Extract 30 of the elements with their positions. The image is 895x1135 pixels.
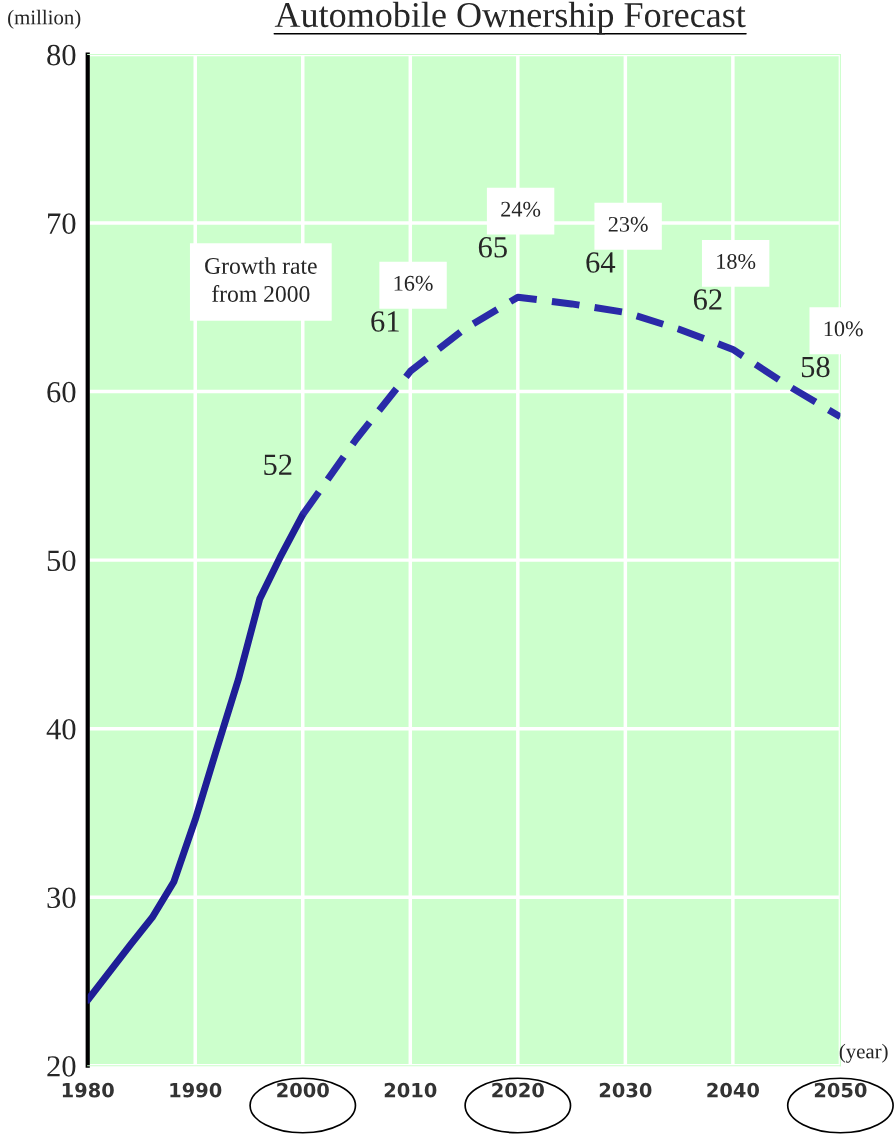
x-tick-label: 2020 [492,1082,544,1098]
y-tick-label: 70 [48,213,76,234]
x-tick-label: 1990 [170,1082,222,1098]
annotation: 16% [394,275,433,291]
x-axis-title: (year) [839,1043,888,1063]
annotation: 62 [693,289,722,310]
y-tick-label: 60 [47,381,76,403]
x-tick-label: 2000 [277,1082,329,1098]
x-tick-label: 1980 [62,1082,114,1098]
annotation: 64 [586,252,616,273]
y-axis-title: (million) [8,9,81,29]
annotation: 58 [801,356,830,378]
annotation: 23% [608,216,648,232]
annotation: 18% [717,253,756,269]
y-tick-label: 80 [47,44,76,66]
annotation: Growth rate from 2000 [205,257,317,302]
annotation: 52 [264,454,292,476]
annotation: 24% [501,201,541,217]
y-tick-label: 30 [47,887,76,909]
x-tick-label: 2030 [599,1082,652,1098]
y-tick-label: 20 [47,1056,76,1077]
annotation: 10% [824,321,863,337]
x-tick-label: 2010 [384,1082,437,1098]
y-tick-label: 40 [46,718,76,740]
annotation: 61 [371,311,399,332]
annotation: 65 [478,237,507,258]
chart-title: Automobile Ownership Forecast [274,1,746,35]
x-tick-label: 2040 [707,1082,760,1098]
x-tick-label: 2050 [814,1082,867,1098]
y-tick-label: 50 [47,550,76,572]
